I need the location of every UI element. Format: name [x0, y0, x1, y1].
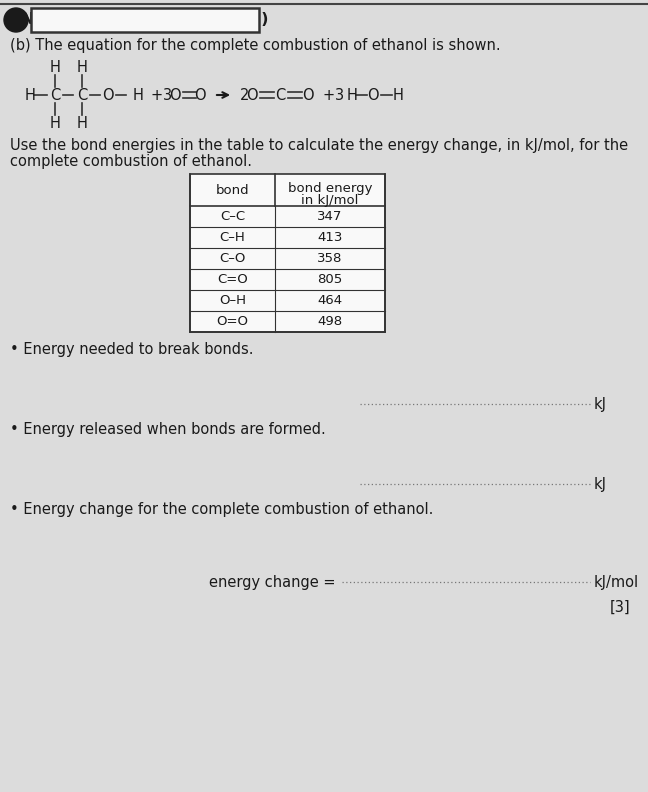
Text: H: H: [25, 87, 36, 102]
Text: in kJ/mol: in kJ/mol: [301, 194, 359, 207]
Text: H: H: [393, 87, 404, 102]
Text: (b) The equation for the complete combustion of ethanol is shown.: (b) The equation for the complete combus…: [10, 38, 501, 53]
Text: +: +: [322, 87, 334, 102]
Text: O–H: O–H: [219, 294, 246, 307]
Text: C–H: C–H: [220, 231, 246, 244]
Text: kJ/mol: kJ/mol: [594, 574, 639, 589]
Text: Use the bond energies in the table to calculate the energy change, in kJ/mol, fo: Use the bond energies in the table to ca…: [10, 138, 628, 153]
Text: 805: 805: [318, 273, 343, 286]
Text: C=O: C=O: [217, 273, 248, 286]
Text: bond energy: bond energy: [288, 182, 372, 195]
Text: H: H: [49, 116, 60, 131]
Text: energy change =: energy change =: [209, 574, 340, 589]
Text: • Energy change for the complete combustion of ethanol.: • Energy change for the complete combust…: [10, 502, 434, 517]
Text: O: O: [246, 87, 258, 102]
Text: 3: 3: [335, 87, 344, 102]
Text: O: O: [194, 87, 206, 102]
Text: C: C: [275, 87, 285, 102]
FancyBboxPatch shape: [190, 174, 385, 332]
Text: • Energy needed to break bonds.: • Energy needed to break bonds.: [10, 342, 253, 357]
Text: C: C: [77, 87, 87, 102]
Text: C–O: C–O: [219, 252, 246, 265]
Text: H: H: [49, 59, 60, 74]
Text: +: +: [150, 87, 162, 102]
Text: O=O: O=O: [216, 315, 248, 328]
Text: 358: 358: [318, 252, 343, 265]
Text: H: H: [76, 116, 87, 131]
Text: O: O: [102, 87, 114, 102]
Text: 413: 413: [318, 231, 343, 244]
Text: 11: 11: [7, 13, 25, 26]
Text: 498: 498: [318, 315, 343, 328]
Text: O: O: [367, 87, 379, 102]
Text: bond: bond: [216, 184, 249, 196]
Text: complete combustion of ethanol.: complete combustion of ethanol.: [10, 154, 252, 169]
Text: • Energy released when bonds are formed.: • Energy released when bonds are formed.: [10, 422, 326, 437]
Text: H: H: [76, 59, 87, 74]
Text: 2: 2: [240, 87, 249, 102]
Text: 464: 464: [318, 294, 343, 307]
Text: 3: 3: [163, 87, 172, 102]
Text: NOV 2019 / P [41] / Q (7_b ): NOV 2019 / P [41] / Q (7_b ): [21, 12, 269, 28]
Text: C–C: C–C: [220, 210, 245, 223]
Text: O: O: [302, 87, 314, 102]
Text: H: H: [133, 87, 144, 102]
Text: kJ: kJ: [594, 477, 607, 492]
Circle shape: [4, 8, 28, 32]
Text: H: H: [347, 87, 358, 102]
Text: [3]: [3]: [610, 600, 631, 615]
Text: O: O: [169, 87, 181, 102]
FancyBboxPatch shape: [31, 8, 259, 32]
Text: kJ: kJ: [594, 397, 607, 412]
Text: C: C: [50, 87, 60, 102]
Text: 347: 347: [318, 210, 343, 223]
